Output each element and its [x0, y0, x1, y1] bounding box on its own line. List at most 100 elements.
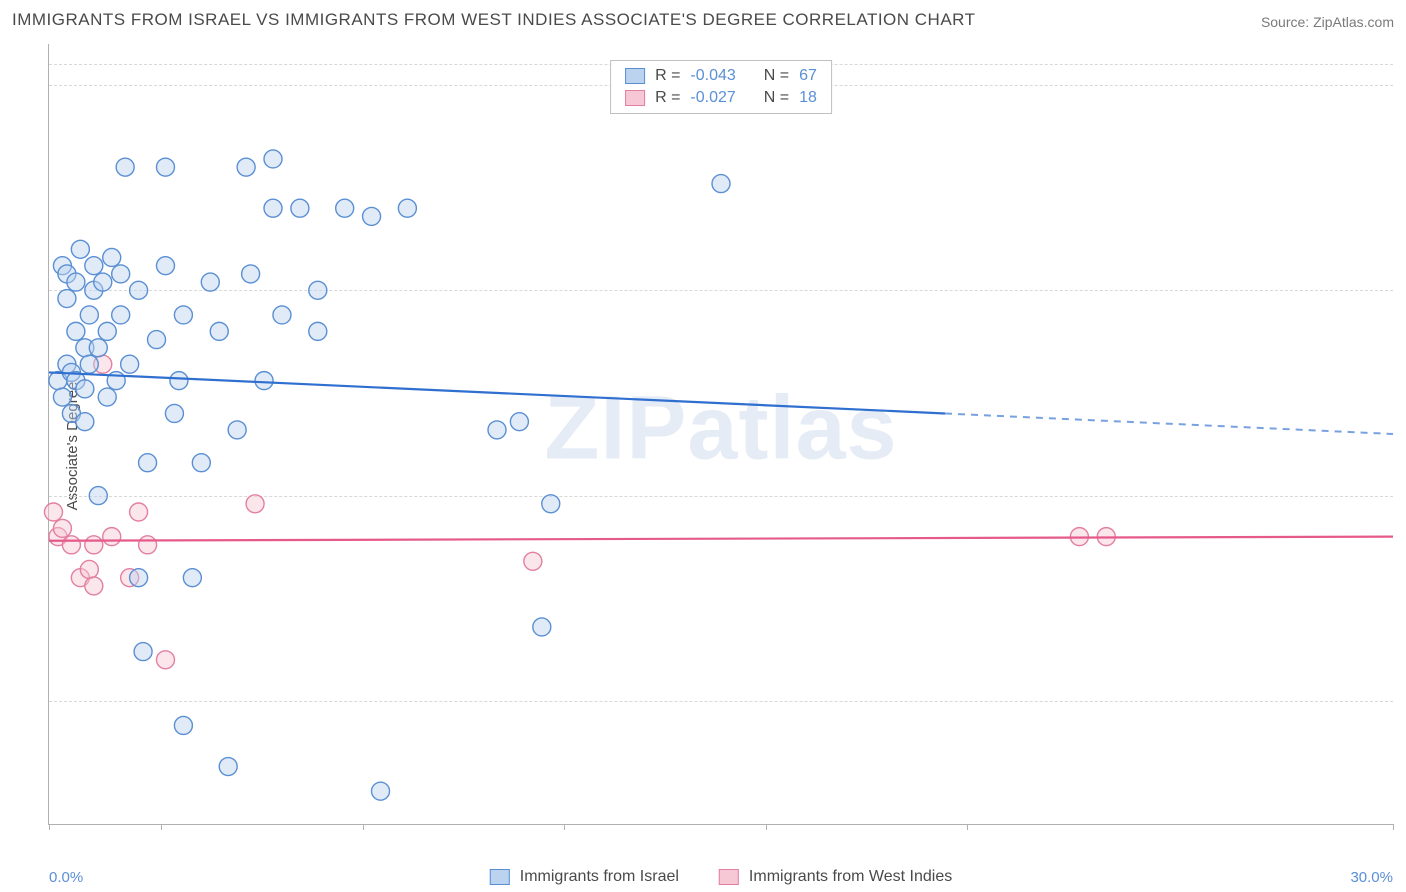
- data-point: [103, 528, 121, 546]
- data-point: [103, 248, 121, 266]
- data-point: [170, 372, 188, 390]
- data-point: [363, 207, 381, 225]
- data-point: [71, 240, 89, 258]
- data-point: [183, 569, 201, 587]
- y-tick-label: 50.0%: [1401, 487, 1406, 504]
- x-tick-mark: [161, 824, 162, 830]
- n-value-west-indies: 18: [799, 87, 817, 109]
- stats-row-west-indies: R = -0.027 N = 18: [625, 87, 817, 109]
- data-point: [85, 257, 103, 275]
- data-point: [98, 388, 116, 406]
- data-point: [116, 158, 134, 176]
- x-tick-mark: [1393, 824, 1394, 830]
- data-point: [76, 413, 94, 431]
- data-point: [228, 421, 246, 439]
- data-point: [542, 495, 560, 513]
- data-point: [139, 536, 157, 554]
- data-point: [174, 306, 192, 324]
- data-point: [372, 782, 390, 800]
- swatch-israel: [490, 869, 510, 885]
- data-point: [62, 536, 80, 554]
- data-point: [264, 199, 282, 217]
- n-label: N =: [764, 87, 789, 109]
- data-point: [121, 355, 139, 373]
- data-point: [148, 331, 166, 349]
- data-point: [192, 454, 210, 472]
- data-point: [174, 716, 192, 734]
- x-tick-mark: [564, 824, 565, 830]
- data-point: [58, 290, 76, 308]
- data-point: [76, 380, 94, 398]
- data-point: [112, 306, 130, 324]
- legend-label-west-indies: Immigrants from West Indies: [749, 868, 952, 886]
- scatter-svg: [49, 44, 1393, 824]
- data-point: [139, 454, 157, 472]
- swatch-west-indies: [625, 90, 645, 106]
- data-point: [246, 495, 264, 513]
- chart-title: IMMIGRANTS FROM ISRAEL VS IMMIGRANTS FRO…: [12, 10, 976, 30]
- data-point: [219, 758, 237, 776]
- data-point: [309, 322, 327, 340]
- r-value-israel: -0.043: [690, 65, 735, 87]
- r-label: R =: [655, 65, 680, 87]
- data-point: [398, 199, 416, 217]
- chart-container: IMMIGRANTS FROM ISRAEL VS IMMIGRANTS FRO…: [0, 0, 1406, 892]
- data-point: [201, 273, 219, 291]
- stats-row-israel: R = -0.043 N = 67: [625, 65, 817, 87]
- stats-legend: R = -0.043 N = 67 R = -0.027 N = 18: [610, 60, 832, 114]
- x-tick-mark: [363, 824, 364, 830]
- series-legend: Immigrants from Israel Immigrants from W…: [490, 868, 952, 886]
- data-point: [488, 421, 506, 439]
- data-point: [255, 372, 273, 390]
- data-point: [130, 503, 148, 521]
- legend-label-israel: Immigrants from Israel: [520, 868, 679, 886]
- data-point: [53, 388, 71, 406]
- data-point: [130, 281, 148, 299]
- data-point: [242, 265, 260, 283]
- n-label: N =: [764, 65, 789, 87]
- legend-item-west-indies: Immigrants from West Indies: [719, 868, 952, 886]
- data-point: [85, 536, 103, 554]
- swatch-west-indies: [719, 869, 739, 885]
- data-point: [309, 281, 327, 299]
- y-tick-label: 75.0%: [1401, 282, 1406, 299]
- data-point: [112, 265, 130, 283]
- y-tick-label: 25.0%: [1401, 692, 1406, 709]
- data-point: [156, 158, 174, 176]
- data-point: [533, 618, 551, 636]
- data-point: [89, 487, 107, 505]
- data-point: [134, 643, 152, 661]
- data-point: [156, 257, 174, 275]
- n-value-israel: 67: [799, 65, 817, 87]
- data-point: [85, 577, 103, 595]
- x-tick-label: 0.0%: [49, 869, 83, 886]
- data-point: [130, 569, 148, 587]
- data-point: [237, 158, 255, 176]
- data-point: [44, 503, 62, 521]
- x-tick-label: 30.0%: [1350, 869, 1393, 886]
- swatch-israel: [625, 68, 645, 84]
- data-point: [94, 273, 112, 291]
- legend-item-israel: Immigrants from Israel: [490, 868, 679, 886]
- data-point: [89, 339, 107, 357]
- r-label: R =: [655, 87, 680, 109]
- data-point: [80, 306, 98, 324]
- trend-line-extrapolated: [945, 413, 1393, 434]
- data-point: [210, 322, 228, 340]
- r-value-west-indies: -0.027: [690, 87, 735, 109]
- data-point: [510, 413, 528, 431]
- y-tick-label: 100.0%: [1401, 77, 1406, 94]
- data-point: [80, 355, 98, 373]
- plot-area: ZIPatlas 25.0%50.0%75.0%100.0% R = -0.04…: [48, 44, 1393, 825]
- data-point: [53, 519, 71, 537]
- data-point: [156, 651, 174, 669]
- x-tick-mark: [967, 824, 968, 830]
- source-label: Source: ZipAtlas.com: [1261, 14, 1394, 30]
- data-point: [712, 175, 730, 193]
- data-point: [80, 560, 98, 578]
- trend-line: [49, 372, 945, 413]
- data-point: [273, 306, 291, 324]
- x-tick-mark: [766, 824, 767, 830]
- data-point: [67, 273, 85, 291]
- data-point: [291, 199, 309, 217]
